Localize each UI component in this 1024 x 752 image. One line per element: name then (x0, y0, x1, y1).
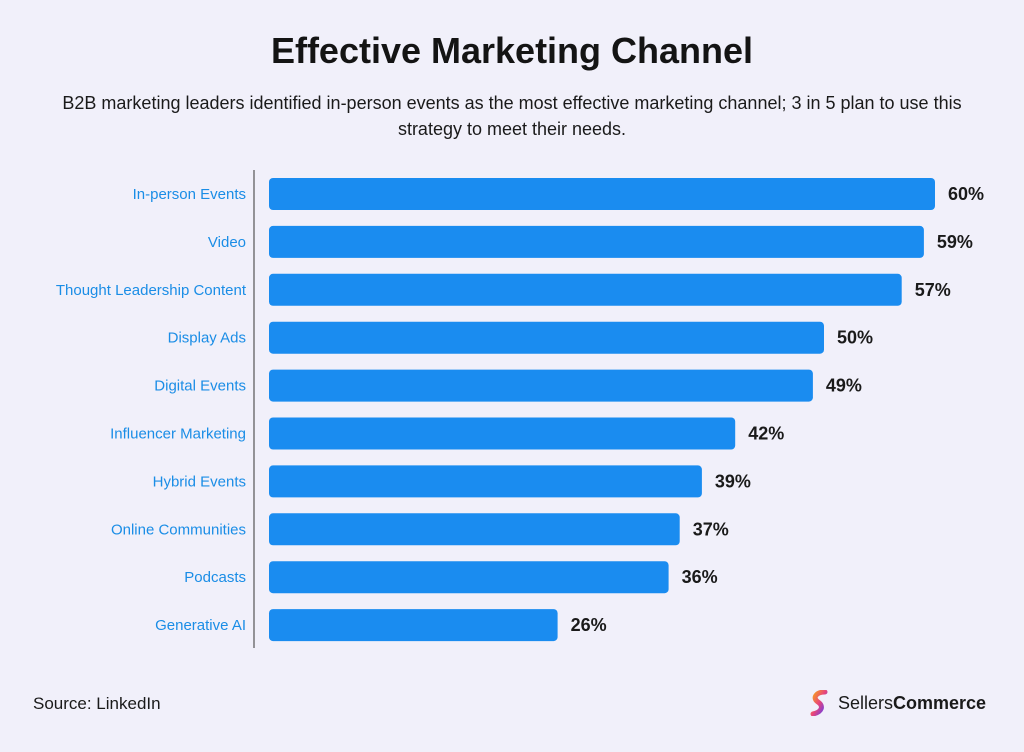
bar (269, 369, 813, 402)
bar-row: Podcasts 36% (184, 561, 718, 594)
bar (269, 513, 680, 546)
category-label: Digital Events (154, 378, 246, 395)
value-label: 42% (748, 424, 784, 444)
bar-row: Video 59% (208, 225, 973, 258)
value-label: 36% (682, 567, 718, 587)
brand-logo: SellersCommerce (808, 690, 986, 716)
source-note: Source: LinkedIn (33, 694, 161, 713)
bar-row: Display Ads 50% (168, 321, 873, 354)
value-label: 60% (948, 184, 984, 204)
bar (269, 609, 558, 642)
category-label: Hybrid Events (153, 473, 246, 490)
bar (269, 321, 824, 354)
value-label: 39% (715, 471, 751, 491)
bar (269, 561, 669, 594)
bar-row: In-person Events 60% (133, 178, 984, 210)
value-label: 26% (571, 615, 607, 635)
category-label: Podcasts (184, 569, 246, 586)
bar (269, 273, 902, 306)
bar-row: Influencer Marketing 42% (110, 417, 784, 450)
brand-name: SellersCommerce (838, 692, 987, 713)
value-label: 49% (826, 376, 862, 396)
category-label: Display Ads (168, 330, 246, 347)
value-label: 37% (693, 519, 729, 539)
chart-subtitle: B2B marketing leaders identified in-pers… (62, 93, 962, 139)
bar-row: Hybrid Events 39% (153, 465, 751, 498)
chart-title: Effective Marketing Channel (270, 30, 754, 71)
value-label: 59% (937, 232, 973, 252)
bar (269, 465, 702, 498)
category-label: Online Communities (111, 521, 246, 538)
bar-row: Thought Leadership Content 57% (56, 273, 951, 306)
value-label: 57% (915, 280, 951, 300)
bars-group: In-person Events 60% Video 59% Thought Leade… (56, 178, 984, 642)
category-label: Video (208, 234, 246, 251)
bar (269, 417, 736, 450)
category-label: In-person Events (133, 186, 246, 203)
category-label: Thought Leadership Content (56, 282, 247, 299)
bar-row: Generative AI 26% (155, 609, 607, 642)
bar (269, 178, 935, 210)
bar (269, 225, 924, 258)
sellerscommerce-logo-icon (810, 690, 828, 716)
category-label: Generative AI (155, 617, 246, 634)
value-label: 50% (837, 328, 873, 348)
bar-row: Online Communities 37% (111, 513, 729, 546)
category-label: Influencer Marketing (110, 426, 246, 443)
bar-row: Digital Events 49% (154, 369, 862, 402)
